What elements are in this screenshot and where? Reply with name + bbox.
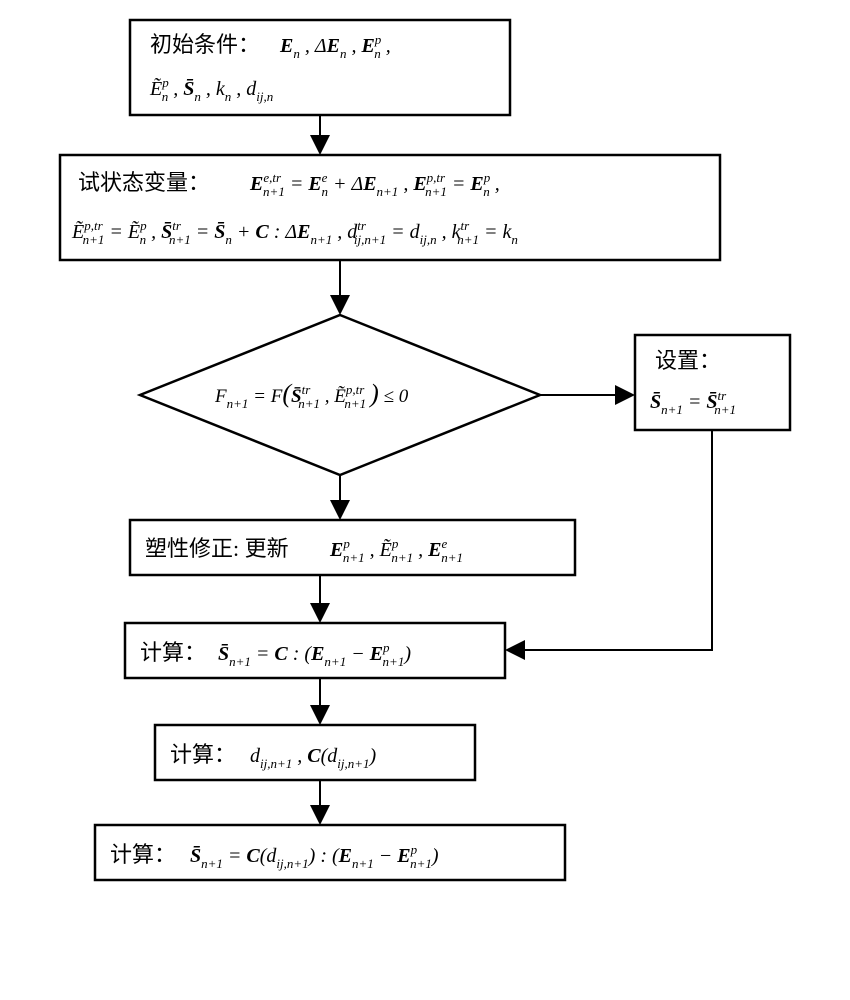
- node-set: 设置： S̄n+1 = S̄trn+1: [635, 335, 790, 430]
- label-initial: 初始条件：: [150, 32, 260, 57]
- svg-text:试状态变量：: 试状态变量：: [78, 170, 210, 195]
- eq-trial-2: Ẽp,trn+1 = Ẽpn , S̄trn+1 = S̄n + C : ΔEn…: [71, 218, 518, 247]
- svg-text:计算：: 计算：: [170, 742, 236, 767]
- eq-plastic: Epn+1 , Ẽpn+1 , Een+1: [329, 536, 463, 565]
- node-compute-damage: 计算： dij,n+1 , C(dij,n+1): [155, 725, 475, 780]
- label-compute-3: 计算：: [110, 842, 176, 867]
- svg-text:Ẽpn , S̄n , kn , dij,n: Ẽpn , S̄n , kn , dij,n: [149, 75, 273, 104]
- node-plastic-correction: 塑性修正: 更新 Epn+1 , Ẽpn+1 , Een+1: [130, 520, 575, 575]
- node-initial-conditions: 初始条件： En , ΔEn , Epn , Ẽpn , S̄n , kn , …: [130, 20, 510, 115]
- label-trial: 试状态变量：: [78, 170, 210, 195]
- eq-trial-1: Ee,trn+1 = Een + ΔEn+1 , Ep,trn+1 = Epn …: [249, 170, 500, 199]
- label-compute-2: 计算：: [170, 742, 236, 767]
- node-compute-final: 计算： S̄n+1 = C(dij,n+1) : (En+1 − Epn+1): [95, 825, 565, 880]
- node-decision: Fn+1 = F(S̄trn+1 , Ẽp,trn+1) ≤ 0: [140, 315, 540, 475]
- label-plastic: 塑性修正: 更新: [145, 536, 289, 561]
- svg-text:S̄n+1 = C(dij,n+1) : (En+1 − E: S̄n+1 = C(dij,n+1) : (En+1 − Epn+1): [190, 842, 439, 871]
- eq-initial-2: Ẽpn , S̄n , kn , dij,n: [149, 75, 273, 104]
- node-trial-state: 试状态变量： Ee,trn+1 = Een + ΔEn+1 , Ep,trn+1…: [60, 155, 720, 260]
- svg-text:初始条件：: 初始条件：: [150, 32, 260, 57]
- eq-compute-3: S̄n+1 = C(dij,n+1) : (En+1 − Epn+1): [190, 842, 439, 871]
- svg-text:塑性修正: 更新: 塑性修正: 更新: [145, 536, 289, 561]
- svg-text:计算：: 计算：: [110, 842, 176, 867]
- svg-text:Ẽp,trn+1 = Ẽpn , S̄trn+1 = S̄n: Ẽp,trn+1 = Ẽpn , S̄trn+1 = S̄n + C : ΔEn…: [71, 218, 518, 247]
- svg-text:计算：: 计算：: [140, 640, 206, 665]
- flowchart-canvas: 初始条件： En , ΔEn , Epn , Ẽpn , S̄n , kn , …: [0, 0, 850, 1000]
- svg-text:设置：: 设置：: [655, 348, 721, 373]
- label-compute-1: 计算：: [140, 640, 206, 665]
- svg-text:Ee,trn+1 = Een + ΔEn+1 , Ep,tr: Ee,trn+1 = Een + ΔEn+1 , Ep,trn+1 = Epn …: [249, 170, 500, 199]
- svg-text:Epn+1 , Ẽpn+1 , Een+1: Epn+1 , Ẽpn+1 , Een+1: [329, 536, 463, 565]
- label-set: 设置：: [655, 348, 721, 373]
- node-compute-stress: 计算： S̄n+1 = C : (En+1 − Epn+1): [125, 623, 505, 678]
